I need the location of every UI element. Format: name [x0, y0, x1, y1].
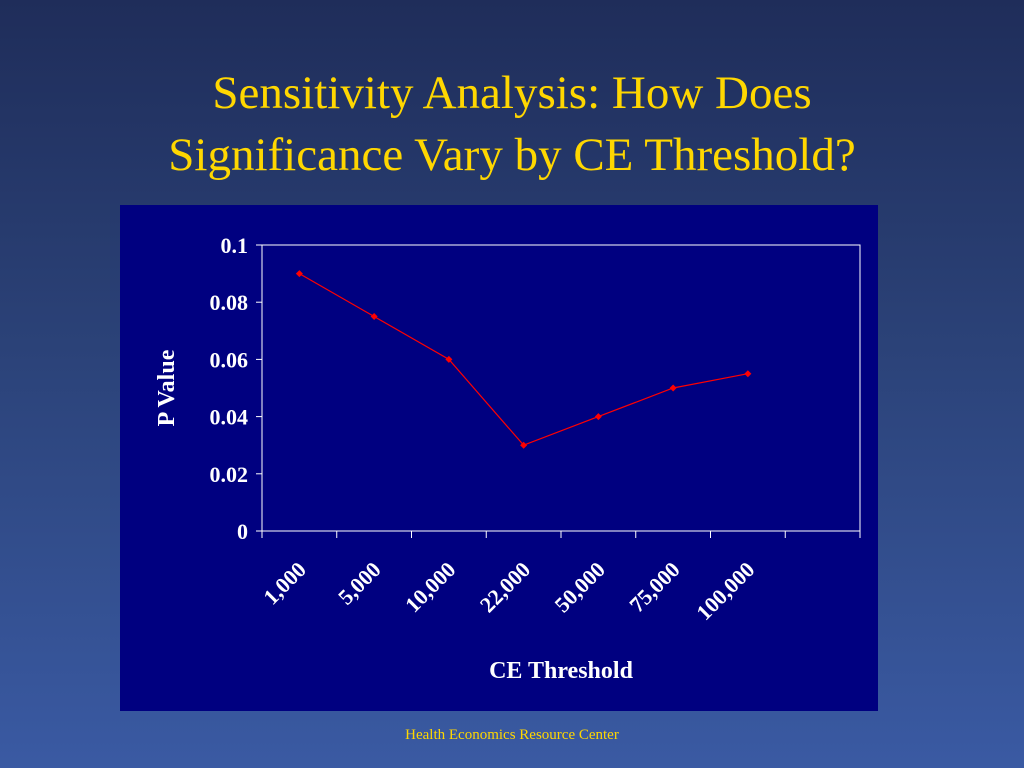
data-point — [594, 413, 602, 421]
plot-area — [261, 244, 861, 532]
series-group — [295, 270, 752, 449]
slide-title: Sensitivity Analysis: How Does Significa… — [0, 62, 1024, 186]
data-point — [669, 384, 677, 392]
data-point — [295, 270, 303, 278]
y-tick-label: 0 — [237, 519, 248, 544]
y-tick-label: 0.08 — [210, 290, 249, 315]
y-axis-ticks: 0 0.02 0.04 0.06 0.08 0.1 — [210, 233, 262, 544]
x-axis-title: CE Threshold — [489, 658, 633, 684]
series-line — [299, 273, 748, 446]
footer-text: Health Economics Resource Center — [405, 727, 619, 743]
x-tick-label: 22,000 — [475, 557, 535, 617]
slide-title-line-1: Sensitivity Analysis: How Does — [212, 67, 812, 119]
y-tick-label: 0.1 — [221, 233, 249, 258]
x-tick-label: 5,000 — [333, 557, 386, 610]
x-tick-label: 100,000 — [691, 557, 759, 625]
y-tick-label: 0.06 — [210, 347, 249, 372]
slide-title-line-2: Significance Vary by CE Threshold? — [168, 129, 856, 181]
x-tick-label: 75,000 — [624, 557, 684, 617]
data-point — [445, 355, 453, 363]
x-tick-label: 50,000 — [549, 557, 609, 617]
chart-panel: 0 0.02 0.04 0.06 0.08 0.1 1,000 5,000 10,000 22,… — [120, 205, 878, 711]
data-point — [370, 313, 378, 320]
y-tick-label: 0.02 — [210, 462, 249, 487]
x-tick-label: 1,000 — [258, 557, 311, 610]
x-tick-label: 10,000 — [400, 557, 460, 617]
line-chart: 0 0.02 0.04 0.06 0.08 0.1 1,000 5,000 10,000 22,… — [154, 233, 861, 684]
data-point — [744, 370, 752, 378]
y-tick-label: 0.04 — [210, 405, 249, 430]
data-point — [520, 441, 528, 449]
y-axis-title: P Value — [154, 349, 180, 426]
x-axis-ticks: 1,000 5,000 10,000 22,000 50,000 75,000 100,00… — [258, 531, 861, 625]
